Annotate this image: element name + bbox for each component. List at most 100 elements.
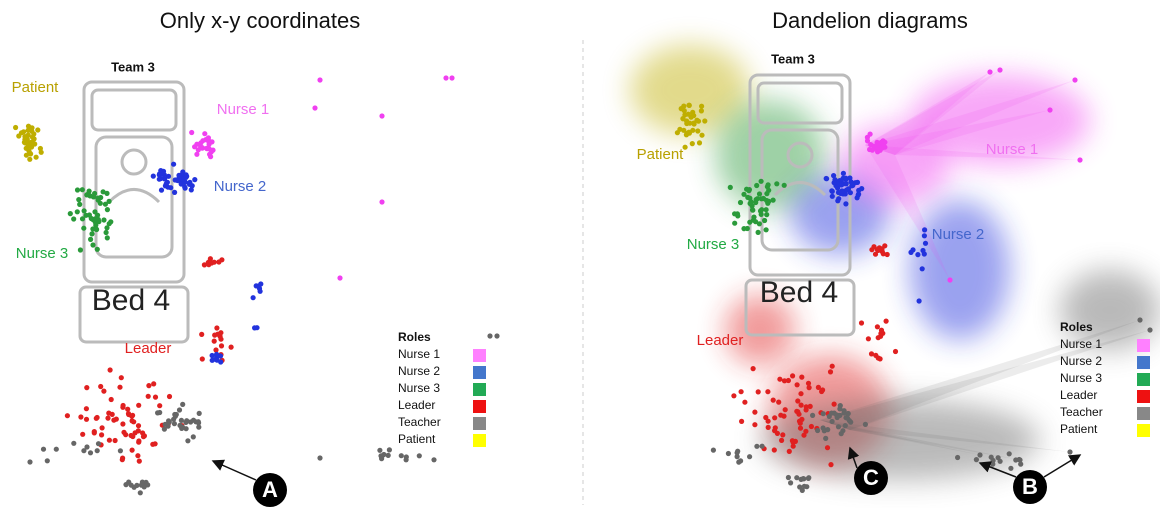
position-dot	[217, 353, 224, 359]
position-dot	[868, 142, 874, 148]
position-dot	[157, 409, 163, 416]
legend-swatch	[1137, 339, 1150, 352]
position-dot	[64, 413, 70, 419]
position-dot	[805, 475, 812, 481]
position-dot	[751, 214, 757, 220]
position-dot	[205, 259, 211, 266]
position-dot	[182, 179, 188, 185]
position-dot	[741, 226, 747, 232]
position-dot	[16, 133, 22, 139]
role-label: Nurse 3	[687, 236, 740, 253]
position-dot	[835, 424, 842, 430]
position-dot	[165, 173, 172, 179]
position-dot	[136, 402, 142, 408]
callout-letter: A	[262, 477, 278, 502]
bed-label: Bed 4	[760, 276, 838, 309]
position-dot	[752, 409, 758, 415]
position-dot	[829, 418, 835, 425]
position-dot	[865, 336, 872, 342]
position-dot	[166, 418, 172, 424]
position-dot	[777, 376, 783, 382]
position-dot	[214, 325, 220, 331]
position-dot	[108, 219, 114, 225]
position-dot	[99, 425, 105, 431]
position-dot	[798, 391, 804, 397]
dandelion-wash	[725, 295, 795, 365]
position-dot	[145, 393, 151, 399]
position-dot	[386, 447, 392, 453]
position-dot	[252, 325, 258, 331]
position-dot	[1047, 107, 1053, 113]
position-dot	[765, 424, 771, 430]
position-dot	[749, 207, 756, 213]
legend-label: Nurse 2	[398, 364, 440, 378]
position-dot	[135, 423, 142, 429]
position-dot	[188, 187, 194, 193]
position-dot	[820, 425, 826, 431]
legend-label: Teacher	[1060, 405, 1103, 419]
role-label: Nurse 1	[217, 101, 270, 118]
position-dot	[74, 209, 80, 215]
position-dot	[94, 448, 100, 454]
position-dot	[151, 381, 157, 387]
position-dot	[799, 374, 805, 380]
position-dot	[166, 393, 173, 400]
position-dot	[109, 411, 115, 417]
role-label: Nurse 2	[932, 226, 985, 243]
position-dot	[215, 331, 221, 337]
position-dot	[725, 450, 732, 457]
position-dot	[134, 482, 140, 488]
position-dot	[880, 251, 886, 257]
callout-arrow	[847, 446, 860, 469]
position-dot	[698, 108, 705, 114]
position-dot	[781, 378, 788, 384]
position-dot	[838, 431, 844, 437]
legend-swatch	[1137, 407, 1150, 420]
position-dot	[162, 176, 168, 182]
bed-person-head	[120, 148, 148, 176]
position-dot	[250, 295, 256, 301]
position-dot	[820, 411, 826, 417]
position-dot	[88, 215, 94, 222]
position-dot	[22, 134, 28, 140]
legend-label: Nurse 1	[1060, 337, 1102, 351]
position-dot	[774, 181, 780, 187]
dandelion-wash	[910, 75, 1090, 165]
dandelion-fan	[865, 145, 1080, 160]
position-dot	[178, 181, 184, 187]
position-dot	[207, 256, 213, 262]
position-dot	[997, 67, 1003, 73]
position-dot	[443, 75, 449, 81]
position-dot	[770, 397, 776, 403]
position-dot	[208, 149, 214, 155]
position-dot	[120, 455, 126, 461]
position-dot	[702, 118, 708, 124]
position-dot	[855, 192, 861, 198]
position-dot	[806, 385, 812, 391]
position-dot	[841, 408, 847, 414]
legend-label: Nurse 3	[1060, 371, 1102, 385]
callout-letter: C	[863, 465, 879, 490]
callout-arrow	[1043, 454, 1082, 478]
position-dot	[158, 187, 165, 193]
position-dot	[850, 182, 856, 188]
legend-label: Leader	[398, 398, 435, 412]
position-dot	[78, 414, 84, 420]
position-dot	[192, 177, 198, 183]
position-dot	[955, 454, 961, 461]
position-dot	[756, 191, 763, 197]
legend-label: Nurse 2	[1060, 354, 1102, 368]
position-dot	[156, 176, 162, 182]
position-dot	[196, 410, 202, 416]
position-dot	[882, 243, 888, 249]
bed-label: Bed 4	[92, 284, 170, 317]
position-dot	[747, 195, 753, 201]
panel-title: Dandelion diagrams	[772, 8, 968, 33]
position-dot	[87, 450, 94, 456]
position-dot	[157, 403, 163, 409]
callout-arrow	[211, 459, 257, 481]
position-dot	[202, 131, 208, 137]
position-dot	[160, 171, 166, 177]
position-dot	[842, 423, 848, 429]
dandelion-wash	[910, 200, 1010, 340]
